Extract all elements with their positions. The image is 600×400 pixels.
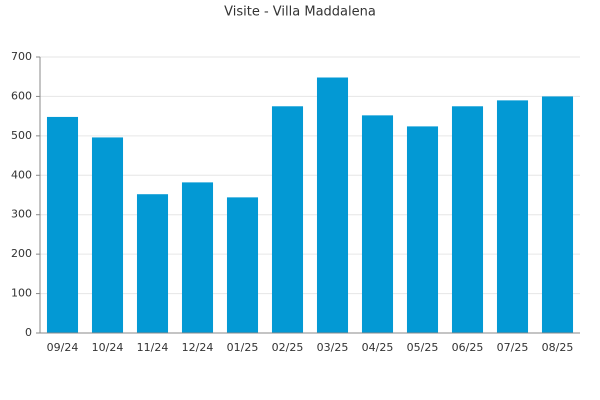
x-tick-label: 09/24 — [47, 341, 79, 354]
bar — [316, 77, 349, 333]
x-tick-label: 11/24 — [137, 341, 169, 354]
x-tick-label: 12/24 — [182, 341, 214, 354]
bar — [541, 96, 574, 333]
x-tick-label: 03/25 — [317, 341, 349, 354]
x-tick-label: 02/25 — [272, 341, 304, 354]
y-tick-label: 600 — [11, 89, 32, 102]
chart-title: Visite - Villa Maddalena — [224, 5, 376, 20]
y-tick-label: 200 — [11, 247, 32, 260]
x-tick-label: 06/25 — [452, 341, 484, 354]
y-tick-label: 400 — [11, 168, 32, 181]
x-tick-label: 10/24 — [92, 341, 124, 354]
y-tick-label: 100 — [11, 287, 32, 300]
x-tick-label: 07/25 — [497, 341, 529, 354]
x-tick-label: 04/25 — [362, 341, 394, 354]
bar — [46, 116, 79, 333]
y-tick-label: 0 — [25, 326, 32, 339]
y-tick-label: 300 — [11, 208, 32, 221]
x-tick-label: 01/25 — [227, 341, 259, 354]
bar — [271, 106, 304, 334]
y-tick-label: 700 — [11, 50, 32, 63]
x-tick-label: 05/25 — [407, 341, 439, 354]
bar — [451, 106, 484, 334]
y-tick-label: 500 — [11, 129, 32, 142]
bar — [226, 197, 259, 333]
bar — [91, 137, 124, 333]
bar — [136, 194, 169, 333]
bar — [361, 115, 394, 334]
bar — [181, 182, 214, 333]
bar — [496, 100, 529, 333]
bar — [406, 126, 439, 333]
x-tick-label: 08/25 — [542, 341, 574, 354]
